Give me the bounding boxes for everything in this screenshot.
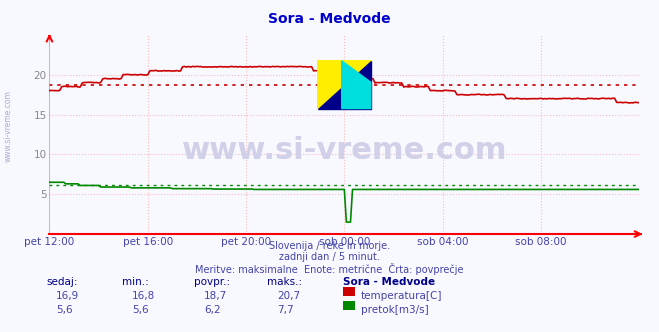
Text: 6,2: 6,2: [204, 305, 221, 315]
Text: maks.:: maks.:: [267, 277, 302, 287]
Polygon shape: [341, 61, 371, 109]
Text: Meritve: maksimalne  Enote: metrične  Črta: povprečje: Meritve: maksimalne Enote: metrične Črta…: [195, 263, 464, 275]
Text: pretok[m3/s]: pretok[m3/s]: [361, 305, 429, 315]
Text: 18,7: 18,7: [204, 291, 227, 301]
Text: 5,6: 5,6: [56, 305, 72, 315]
Polygon shape: [318, 61, 371, 109]
Text: sedaj:: sedaj:: [46, 277, 78, 287]
Text: Slovenija / reke in morje.: Slovenija / reke in morje.: [269, 241, 390, 251]
Text: Sora - Medvode: Sora - Medvode: [343, 277, 435, 287]
Text: temperatura[C]: temperatura[C]: [361, 291, 443, 301]
Text: min.:: min.:: [122, 277, 149, 287]
Text: Sora - Medvode: Sora - Medvode: [268, 12, 391, 26]
Text: 16,9: 16,9: [56, 291, 79, 301]
Text: zadnji dan / 5 minut.: zadnji dan / 5 minut.: [279, 252, 380, 262]
Text: povpr.:: povpr.:: [194, 277, 231, 287]
Text: 7,7: 7,7: [277, 305, 293, 315]
Text: 5,6: 5,6: [132, 305, 148, 315]
Text: 16,8: 16,8: [132, 291, 155, 301]
Text: www.si-vreme.com: www.si-vreme.com: [3, 90, 13, 162]
Text: www.si-vreme.com: www.si-vreme.com: [182, 136, 507, 165]
Polygon shape: [318, 61, 371, 109]
Text: 20,7: 20,7: [277, 291, 300, 301]
